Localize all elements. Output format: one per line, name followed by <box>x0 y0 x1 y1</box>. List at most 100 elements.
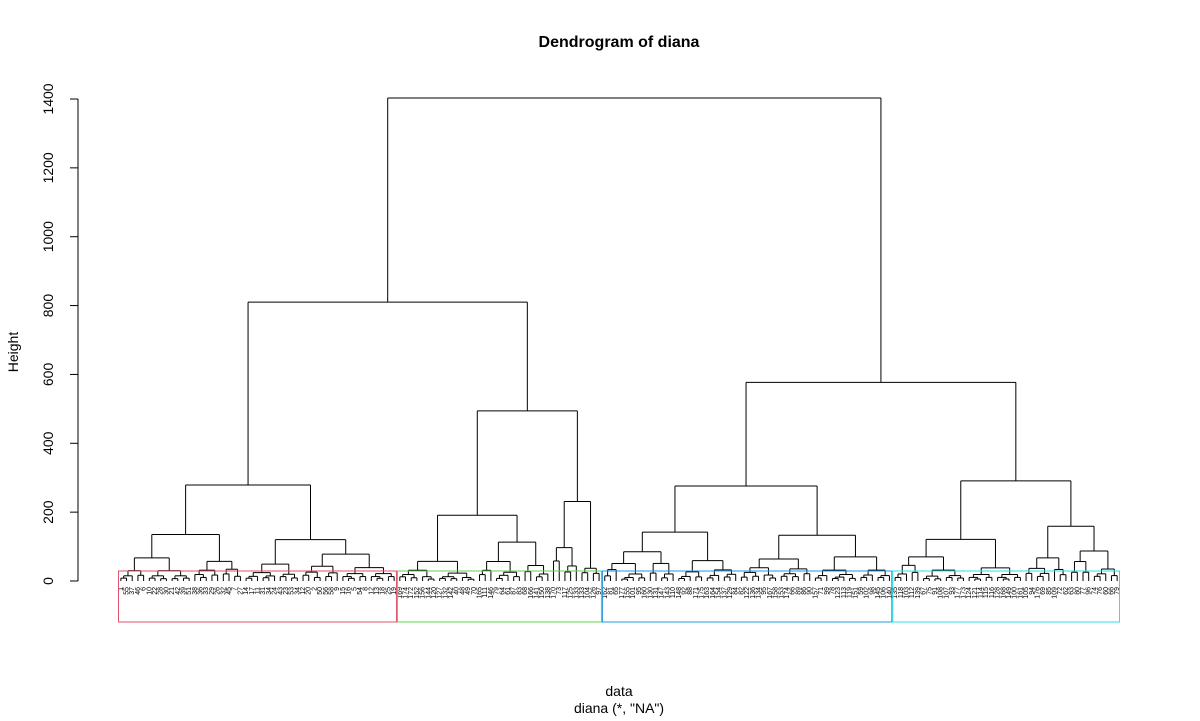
leaf-label: 96 <box>1086 587 1093 595</box>
leaf-label: 49 <box>465 587 472 595</box>
leaf-label: 48 <box>459 587 466 595</box>
leaf-label: 133 <box>579 587 586 599</box>
y-tick-label: 400 <box>40 431 56 455</box>
leaf-label: 68 <box>522 587 529 595</box>
leaf-label: 65 <box>613 587 620 595</box>
cluster-box <box>601 570 893 623</box>
leaf-label: 126 <box>590 587 597 599</box>
leaf-label: 74 <box>1091 587 1098 595</box>
leaf-label: 134 <box>755 587 762 599</box>
y-tick-label: 200 <box>40 500 56 524</box>
leaf-label: 83 <box>516 587 523 595</box>
leaf-label: 167 <box>767 587 774 599</box>
leaf-label: 120 <box>431 587 438 599</box>
leaf-label: 99 <box>824 587 831 595</box>
leaf-label: 1 <box>118 587 125 591</box>
leaf-label: 51 <box>186 587 193 595</box>
leaf-label: 42 <box>175 587 182 595</box>
leaf-label: 174 <box>403 587 410 599</box>
leaf-label: 157 <box>812 587 819 599</box>
leaf-label: 135 <box>892 587 899 599</box>
leaf-label: 13 <box>374 587 381 595</box>
leaf-label: 152 <box>414 587 421 599</box>
leaf-label: 84 <box>733 587 740 595</box>
leaf-label: 131 <box>653 587 660 599</box>
leaf-label: 19 <box>391 587 398 595</box>
leaf-label: 80 <box>1074 587 1081 595</box>
leaf-label: 169 <box>397 587 404 599</box>
leaf-label: 76 <box>1097 587 1104 595</box>
leaf-label: 172 <box>408 587 415 599</box>
leaf-label: 69 <box>1040 587 1047 595</box>
leaf-label: 34 <box>266 587 273 595</box>
leaf-label: 154 <box>716 587 723 599</box>
leaf-label: 82 <box>738 587 745 595</box>
chart-title: Dendrogram of diana <box>539 34 700 51</box>
leaf-label: 100 <box>1012 587 1019 599</box>
leaf-label: 54 <box>357 587 364 595</box>
leaf-label: 170 <box>551 587 558 599</box>
leaf-label: 175 <box>699 587 706 599</box>
leaf-label: 97 <box>596 587 603 595</box>
leaf-label: 151 <box>852 587 859 599</box>
leaf-label: 143 <box>664 587 671 599</box>
leaf-label: 112 <box>909 587 916 598</box>
leaf-label: 9 <box>334 587 341 591</box>
leaf-label: 87 <box>511 587 518 595</box>
leaf-label: 98 <box>869 587 876 595</box>
leaf-label: 29 <box>209 587 216 595</box>
leaf-label: 30 <box>163 587 170 595</box>
leaf-label: 163 <box>704 587 711 599</box>
leaf-label: 27 <box>237 587 244 595</box>
leaf-label: 128 <box>995 587 1002 599</box>
leaf-label: 63 <box>1069 587 1076 595</box>
leaf-label: 34 <box>294 587 301 595</box>
leaf-label: 85 <box>1046 587 1053 595</box>
leaf-label: 32 <box>220 587 227 595</box>
leaf-label: 94 <box>1029 587 1036 595</box>
leaf-label: 95 <box>761 587 768 595</box>
leaf-label: 147 <box>659 587 666 599</box>
leaf-label: 14 <box>243 587 250 595</box>
leaf-label: 114 <box>978 587 985 598</box>
leaf-label: 12 <box>368 587 375 595</box>
leaf-label: 37 <box>129 587 136 595</box>
leaf-label: 150 <box>539 587 546 599</box>
leaf-label: 93 <box>949 587 956 595</box>
leaf-label: 70 <box>471 587 478 595</box>
leaf-label: 164 <box>710 587 717 599</box>
leaf-label: 174 <box>784 587 791 599</box>
leaf-label: 132 <box>442 587 449 599</box>
leaf-label: 177 <box>955 587 962 599</box>
leaf-label: 11 <box>254 587 261 594</box>
leaf-label: 62 <box>1063 587 1070 595</box>
leaf-label: 115 <box>983 587 990 598</box>
leaf-label: 36 <box>198 587 205 595</box>
leaf-label: 26 <box>215 587 222 595</box>
y-tick-label: 800 <box>40 294 56 318</box>
leaf-label: 148 <box>676 587 683 599</box>
leaf-label: 124 <box>966 587 973 599</box>
y-tick-label: 1000 <box>40 221 56 252</box>
leaf-label: 75 <box>926 587 933 595</box>
leaf-label: 104 <box>585 587 592 599</box>
leaf-label: 81 <box>607 587 614 595</box>
leaf-label: 24 <box>272 587 279 595</box>
leaf-label: 88 <box>687 587 694 595</box>
leaf-label: 162 <box>602 587 609 599</box>
leaf-label: 23 <box>283 587 290 595</box>
leaf-label: 111 <box>482 587 489 598</box>
leaf-label: 6 <box>141 587 148 591</box>
leaf-label: 5 <box>351 587 358 591</box>
leaf-label: 39 <box>180 587 187 595</box>
leaf-label: 107 <box>943 587 950 599</box>
leaf-label: 31 <box>260 587 267 595</box>
leaf-label: 153 <box>778 587 785 599</box>
leaf-label: 66 <box>790 587 797 595</box>
leaf-label: 28 <box>158 587 165 595</box>
leaf-label: 16 <box>346 587 353 595</box>
cluster-boxes <box>118 570 1120 623</box>
leaf-label: 139 <box>915 587 922 599</box>
leaf-label: 77 <box>1080 587 1087 595</box>
leaf-label: 67 <box>921 587 928 595</box>
